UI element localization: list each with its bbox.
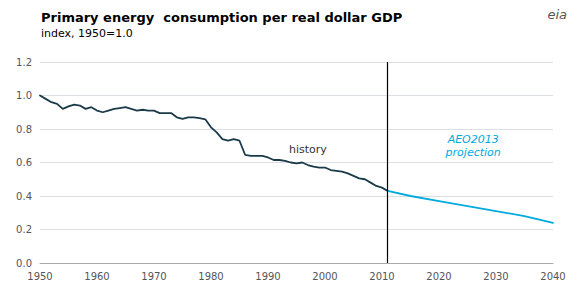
svg-text:0.0: 0.0 xyxy=(16,258,32,269)
svg-text:2020: 2020 xyxy=(426,271,451,282)
svg-text:1970: 1970 xyxy=(141,271,166,282)
svg-text:1.0: 1.0 xyxy=(16,90,32,101)
svg-text:2010: 2010 xyxy=(369,271,394,282)
svg-text:index, 1950=1.0: index, 1950=1.0 xyxy=(41,27,133,40)
svg-text:0.4: 0.4 xyxy=(16,191,32,202)
svg-text:0.6: 0.6 xyxy=(16,157,32,168)
svg-text:1.2: 1.2 xyxy=(16,57,32,68)
svg-text:Primary energy consumption pe: Primary energy consumption per real doll… xyxy=(41,10,402,25)
svg-text:1950: 1950 xyxy=(27,271,52,282)
svg-text:projection: projection xyxy=(445,146,501,159)
svg-text:eia: eia xyxy=(547,7,567,22)
svg-text:0.2: 0.2 xyxy=(16,224,32,235)
svg-text:2000: 2000 xyxy=(312,271,337,282)
svg-text:2040: 2040 xyxy=(540,271,565,282)
svg-text:1960: 1960 xyxy=(84,271,109,282)
svg-text:1990: 1990 xyxy=(255,271,280,282)
svg-text:AEO2013: AEO2013 xyxy=(447,133,499,146)
svg-text:history: history xyxy=(289,143,327,156)
svg-text:2030: 2030 xyxy=(483,271,508,282)
svg-text:1980: 1980 xyxy=(198,271,223,282)
svg-text:0.8: 0.8 xyxy=(16,124,32,135)
